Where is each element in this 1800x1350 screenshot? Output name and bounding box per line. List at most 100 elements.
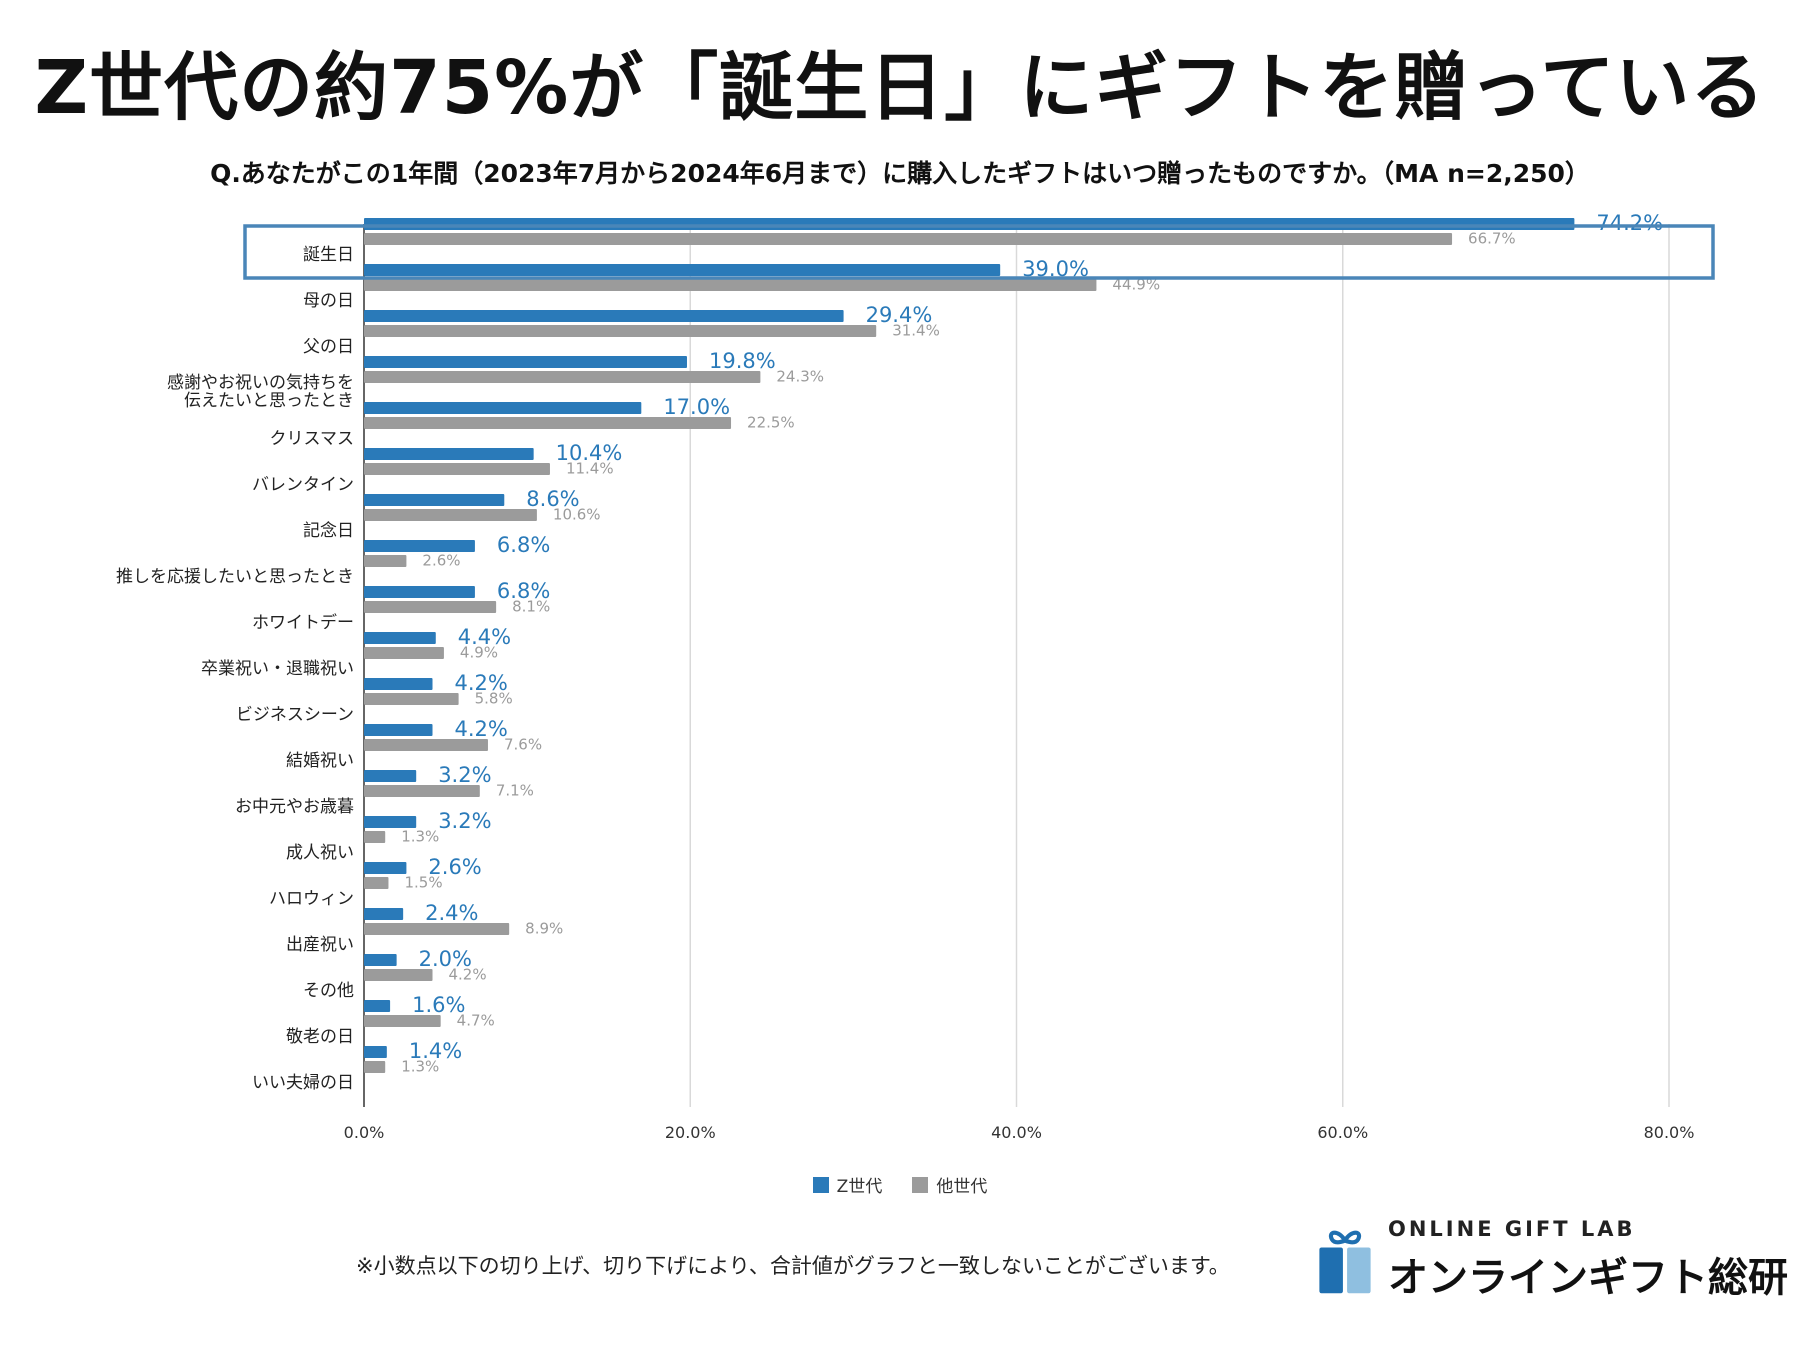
bar-other bbox=[364, 233, 1453, 245]
bar-gen-z bbox=[364, 310, 844, 322]
bar-other bbox=[364, 877, 389, 889]
value-label-gen-z: 2.6% bbox=[428, 855, 481, 879]
value-label-gen-z: 6.8% bbox=[497, 579, 550, 603]
value-label-gen-z: 6.8% bbox=[497, 533, 550, 557]
bar-gen-z bbox=[364, 678, 433, 690]
bar-other bbox=[364, 279, 1097, 291]
legend-item-gen-z: Z世代 bbox=[812, 1172, 883, 1197]
legend-item-other: 他世代 bbox=[912, 1172, 987, 1197]
category-label: 出産祝い bbox=[286, 935, 354, 955]
category-label: 母の日 bbox=[303, 291, 354, 311]
category-label: バレンタイン bbox=[252, 475, 354, 495]
bar-other bbox=[364, 693, 459, 705]
bar-other bbox=[364, 785, 480, 797]
x-tick-label: 20.0% bbox=[665, 1123, 716, 1142]
category-label: 感謝やお祝いの気持ちを bbox=[167, 373, 354, 393]
bar-gen-z bbox=[364, 954, 397, 966]
bar-gen-z bbox=[364, 816, 417, 828]
x-tick-label: 0.0% bbox=[344, 1123, 385, 1142]
value-label-other: 66.7% bbox=[1468, 230, 1516, 248]
bar-gen-z bbox=[364, 632, 436, 644]
bar-other bbox=[364, 601, 497, 613]
logo-text-jp: オンラインギフト総研 bbox=[1388, 1255, 1788, 1301]
legend-swatch-gen-z bbox=[812, 1176, 829, 1193]
bar-gen-z bbox=[364, 402, 642, 414]
value-label-gen-z: 19.8% bbox=[709, 349, 776, 373]
value-label-other: 10.6% bbox=[553, 506, 601, 524]
value-label-gen-z: 8.6% bbox=[526, 487, 579, 511]
value-label-gen-z: 4.4% bbox=[458, 625, 511, 649]
category-label: その他 bbox=[303, 981, 354, 1001]
bar-other bbox=[364, 509, 537, 521]
legend-swatch-other bbox=[912, 1176, 929, 1193]
bar-other bbox=[364, 923, 510, 935]
category-label: 推しを応援したいと思ったとき bbox=[116, 567, 354, 587]
bar-other bbox=[364, 647, 444, 659]
bar-gen-z bbox=[364, 770, 417, 782]
value-label-gen-z: 17.0% bbox=[663, 395, 730, 419]
value-label-other: 11.4% bbox=[566, 460, 614, 478]
bar-other bbox=[364, 417, 732, 429]
bar-gen-z bbox=[364, 494, 505, 506]
x-tick-label: 80.0% bbox=[1644, 1123, 1695, 1142]
value-label-gen-z: 4.2% bbox=[455, 717, 508, 741]
value-label-other: 1.5% bbox=[404, 874, 442, 892]
bar-gen-z bbox=[364, 356, 687, 368]
value-label-gen-z: 2.4% bbox=[425, 901, 478, 925]
value-label-gen-z: 74.2% bbox=[1596, 211, 1663, 235]
category-label: 記念日 bbox=[303, 520, 354, 541]
category-label: ハロウィン bbox=[269, 889, 354, 909]
value-label-other: 4.7% bbox=[457, 1012, 495, 1030]
value-label-other: 24.3% bbox=[776, 368, 824, 386]
value-label-other: 22.5% bbox=[747, 414, 795, 432]
bar-other bbox=[364, 325, 877, 337]
x-tick-label: 60.0% bbox=[1317, 1123, 1368, 1142]
value-label-gen-z: 3.2% bbox=[438, 809, 491, 833]
bar-other bbox=[364, 1061, 386, 1073]
bar-gen-z bbox=[364, 218, 1575, 230]
bar-gen-z bbox=[364, 1000, 391, 1012]
bar-gen-z bbox=[364, 724, 433, 736]
value-label-gen-z: 10.4% bbox=[556, 441, 623, 465]
highlight-box bbox=[243, 224, 1715, 280]
value-label-gen-z: 3.2% bbox=[438, 763, 491, 787]
category-label: ビジネスシーン bbox=[236, 705, 354, 725]
bar-gen-z bbox=[364, 908, 404, 920]
value-label-other: 5.8% bbox=[475, 690, 513, 708]
legend: Z世代 他世代 bbox=[0, 1172, 1800, 1197]
value-label-other: 7.6% bbox=[504, 736, 542, 754]
bar-gen-z bbox=[364, 586, 475, 598]
category-label: ホワイトデー bbox=[252, 612, 354, 633]
bar-gen-z bbox=[364, 448, 534, 460]
bar-other bbox=[364, 831, 386, 843]
bar-gen-z bbox=[364, 1046, 387, 1058]
value-label-other: 8.9% bbox=[525, 920, 563, 938]
category-label: 伝えたいと思ったとき bbox=[184, 391, 354, 411]
bar-chart: 0.0% 20.0% 40.0% 60.0% 80.0% 誕生日 74.2% 66.7% 母の日… bbox=[116, 211, 1715, 1142]
logo-text-en: ONLINE GIFT LAB bbox=[1388, 1217, 1636, 1241]
bar-gen-z bbox=[364, 264, 1001, 276]
value-label-gen-z: 4.2% bbox=[455, 671, 508, 695]
chart-title: Z世代の約75%が「誕生日」にギフトを贈っている bbox=[34, 45, 1766, 131]
bar-other bbox=[364, 371, 761, 383]
value-label-gen-z: 2.0% bbox=[419, 947, 472, 971]
category-label: 成人祝い bbox=[286, 843, 354, 863]
value-label-other: 8.1% bbox=[512, 598, 550, 616]
bar-other bbox=[364, 463, 550, 475]
legend-label-gen-z: Z世代 bbox=[836, 1177, 883, 1197]
bar-other bbox=[364, 1015, 441, 1027]
category-label: 結婚祝い bbox=[286, 751, 354, 771]
value-label-gen-z: 1.4% bbox=[409, 1039, 462, 1063]
value-label-other: 1.3% bbox=[401, 828, 439, 846]
brand-logo: ONLINE GIFT LAB オンラインギフト総研 bbox=[1318, 1200, 1788, 1320]
value-label-gen-z: 29.4% bbox=[866, 303, 933, 327]
category-label: いい夫婦の日 bbox=[252, 1073, 354, 1093]
category-label: 卒業祝い・退職祝い bbox=[201, 659, 354, 679]
bar-other bbox=[364, 739, 488, 751]
value-label-other: 4.2% bbox=[449, 966, 487, 984]
survey-question: Q.あなたがこの1年間（2023年7月から2024年6月まで）に購入したギフトは… bbox=[210, 159, 1590, 188]
bar-other bbox=[364, 555, 407, 567]
value-label-other: 31.4% bbox=[892, 322, 940, 340]
category-label: 父の日 bbox=[303, 337, 354, 357]
x-tick-label: 40.0% bbox=[991, 1123, 1042, 1142]
